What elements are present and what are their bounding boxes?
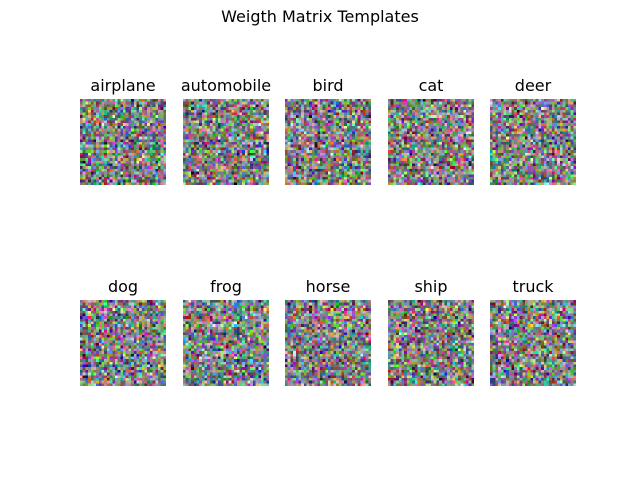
- panel-title: automobile: [180, 76, 272, 95]
- template-image-deer: [490, 99, 576, 185]
- panel-title: deer: [514, 76, 552, 95]
- panel-title: frog: [210, 277, 242, 296]
- panel-title: ship: [414, 277, 448, 296]
- template-image-horse: [285, 300, 371, 386]
- template-image-dog: [80, 300, 166, 386]
- template-image-automobile: [183, 99, 269, 185]
- panel-title: horse: [305, 277, 351, 296]
- panel-title: cat: [418, 76, 444, 95]
- template-image-bird: [285, 99, 371, 185]
- template-image-truck: [490, 300, 576, 386]
- template-image-cat: [388, 99, 474, 185]
- panel-title: airplane: [90, 76, 156, 95]
- panel-title: truck: [512, 277, 554, 296]
- panel-title: dog: [107, 277, 139, 296]
- template-image-ship: [388, 300, 474, 386]
- panel-title: bird: [312, 76, 344, 95]
- template-image-airplane: [80, 99, 166, 185]
- template-image-frog: [183, 300, 269, 386]
- figure-title: Weigth Matrix Templates: [221, 7, 419, 26]
